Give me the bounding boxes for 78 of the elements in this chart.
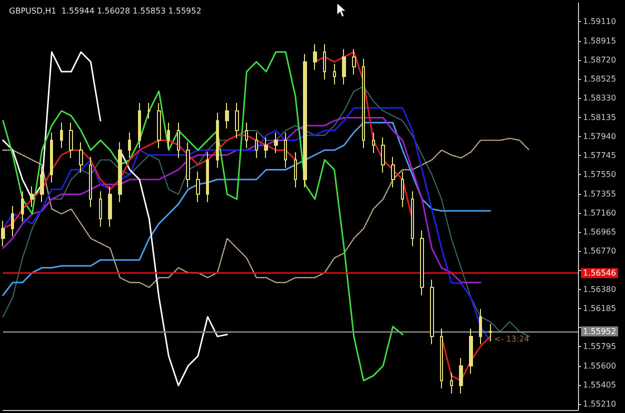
line-series [2,51,404,382]
y-tick-label: 1.58915 [583,36,616,46]
candlestick [362,58,365,149]
candlestick [372,132,375,154]
y-tick-label: 1.56185 [583,304,616,313]
candlestick [79,142,83,174]
candlestick [206,152,209,203]
candlestick [264,136,268,158]
y-tick-label: 1.58330 [583,94,616,103]
candlestick [21,190,24,222]
candlestick [479,308,482,345]
y-tick-label: 1.58525 [583,74,616,84]
candlestick [167,122,170,149]
candlestick [303,54,307,188]
candlestick [11,206,14,237]
candlestick [323,44,326,80]
candlestick [69,122,73,158]
y-tick-label: 1.57940 [583,132,616,141]
y-tick-label: 1.56380 [583,284,616,294]
annotation: <- 13:24 [494,334,530,344]
candlestick [430,279,434,345]
candlestick [313,44,317,70]
candlestick [440,328,443,389]
candlestick [420,230,424,296]
y-tick-label: 1.55795 [583,342,616,352]
candlestick [216,112,219,168]
candlestick [469,328,473,374]
y-tick-label: 1.59110 [583,17,616,26]
candlestick [157,102,161,149]
candlestick [294,152,297,188]
candlestick [177,122,180,158]
candlestick [108,186,112,228]
line-series [2,86,530,338]
candlestick [196,171,200,203]
candlestick [245,122,248,149]
candlestick [342,48,346,85]
y-tick-label: 1.57160 [583,208,616,218]
candlestick [352,48,356,76]
candlestick [411,190,414,247]
y-tick-label: 1.56770 [583,246,616,256]
candlestick [1,220,5,247]
line-series [2,107,492,342]
y-tick-label: 1.57745 [583,151,616,160]
chart-title: GBPUSD,H1 1.55944 1.56028 1.55853 1.55952 [9,6,202,16]
y-tick-label: 1.58720 [583,55,616,64]
candlestick [255,132,258,158]
candlestick [40,166,44,203]
candlestick [450,372,453,394]
y-tick-label: 1.57355 [583,189,616,198]
candlestick [118,142,122,203]
candlestick [284,132,287,168]
y-tick-label: 1.56965 [583,228,616,236]
y-tick-label: 1.58135 [583,112,616,122]
candlestick [186,142,190,188]
candlestick [60,122,63,149]
ref-line-label: 1.56546 [583,268,616,278]
candlestick [381,136,385,174]
y-tick-label: 1.55600 [583,361,616,370]
y-tick-label: 1.55210 [583,400,616,409]
candlestick [225,102,229,130]
candlestick [459,358,463,394]
candlestick [30,186,34,208]
candlestick [138,102,141,149]
candlestick [89,156,92,208]
candlestick [489,323,492,342]
line-series [2,138,530,288]
y-tick-label: 1.57550 [583,170,616,180]
ref-line-label: 1.55952 [583,326,616,336]
candlestick [235,102,239,139]
candlestick [128,132,131,158]
candlestick [391,156,395,188]
candlestick [147,102,151,120]
candlestick [50,132,53,183]
candlestick [401,171,404,208]
candlestick [274,132,278,154]
candlestick [333,63,336,85]
y-tick-label: 1.55405 [583,380,616,390]
candlestick [99,190,102,228]
